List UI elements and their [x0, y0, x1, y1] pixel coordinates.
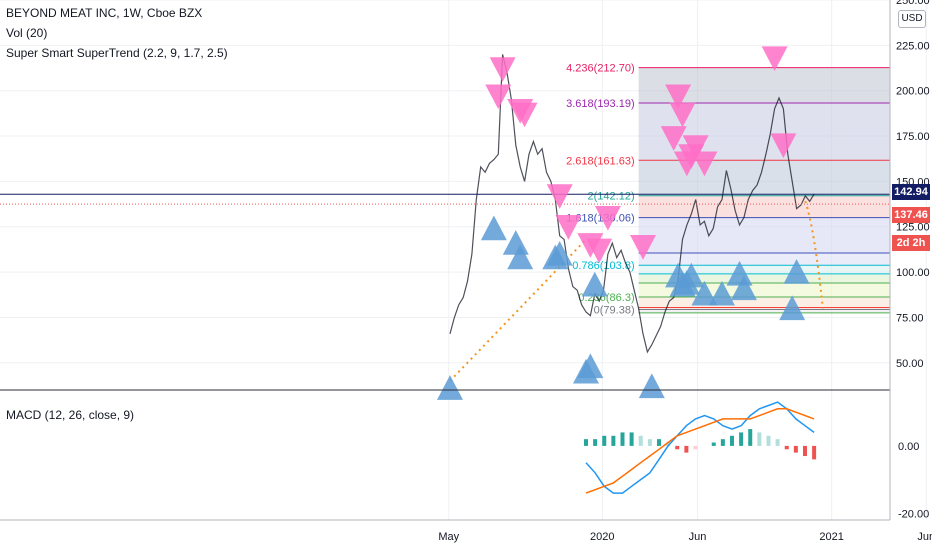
macd-histogram-bar	[666, 442, 671, 446]
x-tick-label: May	[438, 531, 459, 543]
macd-histogram-bar	[620, 432, 625, 446]
macd-histogram-bar	[812, 445, 817, 460]
fib-level-label: 2.618(161.63)	[566, 155, 635, 167]
buy-signal-marker	[708, 280, 735, 306]
y-tick-label: 225.00	[896, 40, 930, 52]
buy-signal-marker	[638, 373, 665, 399]
buy-signal-marker	[581, 271, 608, 297]
y-tick-label: 200.00	[896, 86, 930, 98]
sell-signal-marker	[630, 234, 657, 260]
macd-histogram-bar	[675, 445, 680, 450]
y-tick-label: 50.00	[896, 358, 924, 370]
sell-signal-marker	[594, 205, 621, 231]
fib-level-label: 3.618(193.19)	[566, 98, 635, 110]
countdown-badge: 2d 2h	[892, 235, 930, 251]
fib-level-label: 1.618(130.06)	[566, 213, 635, 225]
macd-histogram-bar	[593, 439, 598, 446]
sell-signal-marker	[555, 215, 582, 240]
fib-zone	[638, 217, 890, 254]
macd-histogram-bar	[629, 432, 634, 446]
buy-signal-marker	[691, 280, 718, 306]
sell-signal-marker	[511, 102, 538, 128]
macd-histogram-bar	[647, 439, 652, 446]
macd-histogram-bar	[638, 435, 643, 446]
sell-signal-marker	[761, 46, 788, 72]
buy-signal-marker	[480, 215, 507, 241]
sell-signal-marker	[546, 184, 573, 209]
fib-zone	[638, 195, 890, 218]
macd-y-tick-label: 0.00	[898, 441, 919, 453]
buy-signal-marker	[437, 375, 463, 400]
fib-zone	[638, 273, 890, 283]
y-tick-label: 100.00	[896, 267, 930, 279]
buy-signal-marker	[546, 240, 573, 266]
fib-zone	[638, 309, 890, 313]
signal-line	[585, 408, 815, 494]
x-tick-label: Jun	[689, 531, 707, 543]
macd-histogram-bar	[766, 435, 771, 446]
secondary-price-badge: 137.46	[892, 207, 930, 223]
sell-signal-marker	[682, 135, 709, 160]
macd-histogram-bar	[693, 445, 698, 450]
currency-button[interactable]: USD	[898, 10, 926, 28]
x-tick-label: Jun	[917, 531, 932, 543]
fib-zone	[638, 296, 890, 308]
y-tick-label: 175.00	[896, 131, 930, 143]
buy-signal-marker	[577, 353, 604, 379]
y-tick-label: 75.00	[896, 312, 924, 324]
macd-histogram-bar	[748, 429, 753, 446]
sell-signal-marker	[770, 133, 797, 159]
price-line	[449, 54, 815, 354]
fib-zone	[638, 307, 890, 310]
macd-histogram-bar	[739, 432, 744, 446]
sell-signal-marker	[485, 84, 512, 110]
y-tick-label: 250.00	[896, 0, 930, 7]
x-tick-label: 2020	[590, 531, 614, 543]
x-tick-label: 2021	[819, 531, 843, 543]
y-tick-label: 125.00	[896, 222, 930, 234]
macd-y-tick-label: -20.00	[898, 508, 929, 520]
sell-signal-marker	[691, 151, 718, 177]
buy-signal-marker	[678, 262, 705, 288]
last-price-badge: 142.94	[892, 184, 930, 200]
macd-legend[interactable]: MACD (12, 26, close, 9)	[6, 408, 135, 422]
sell-signal-marker	[489, 57, 516, 82]
macd-histogram-bar	[583, 439, 588, 446]
macd-histogram-bar	[784, 445, 789, 450]
buy-signal-marker	[779, 295, 806, 321]
symbol-title: BEYOND MEAT INC, 1W, Cboe BZX	[6, 6, 203, 20]
fib-zone	[638, 253, 890, 266]
sell-signal-marker	[660, 126, 687, 151]
macd-histogram-bar	[729, 435, 734, 446]
buy-signal-marker	[507, 244, 534, 270]
macd-histogram-bar	[656, 439, 661, 446]
sell-signal-marker	[669, 102, 696, 128]
macd-histogram-bar	[802, 445, 807, 456]
macd-histogram-bar	[775, 439, 780, 446]
macd-histogram-bar	[720, 439, 725, 446]
fib-level-label: 2(142.12)	[588, 191, 635, 203]
sell-signal-marker	[586, 238, 613, 264]
buy-signal-marker	[726, 260, 753, 286]
fib-level-label: 0(79.38)	[594, 304, 635, 316]
sell-signal-marker	[665, 84, 692, 110]
supertrend-legend[interactable]: Super Smart SuperTrend (2.2, 9, 1.7, 2.5…	[6, 46, 228, 60]
macd-histogram-bar	[611, 435, 616, 446]
buy-signal-marker	[502, 230, 529, 255]
fib-zone	[638, 160, 890, 196]
macd-histogram-bar	[602, 435, 607, 446]
macd-histogram-bar	[684, 445, 689, 453]
macd-histogram-bar	[757, 432, 762, 446]
fib-level-label: 4.236(212.70)	[566, 63, 635, 75]
buy-signal-marker	[783, 259, 810, 284]
macd-line	[585, 401, 815, 494]
vol-legend[interactable]: Vol (20)	[6, 26, 48, 40]
fib-zone	[638, 265, 890, 274]
macd-histogram-bar	[793, 445, 798, 453]
fib-level-label: 0.786(103.8)	[572, 260, 634, 272]
trend-projection	[804, 201, 824, 309]
buy-signal-marker	[730, 275, 757, 301]
macd-histogram-bar	[711, 442, 716, 446]
